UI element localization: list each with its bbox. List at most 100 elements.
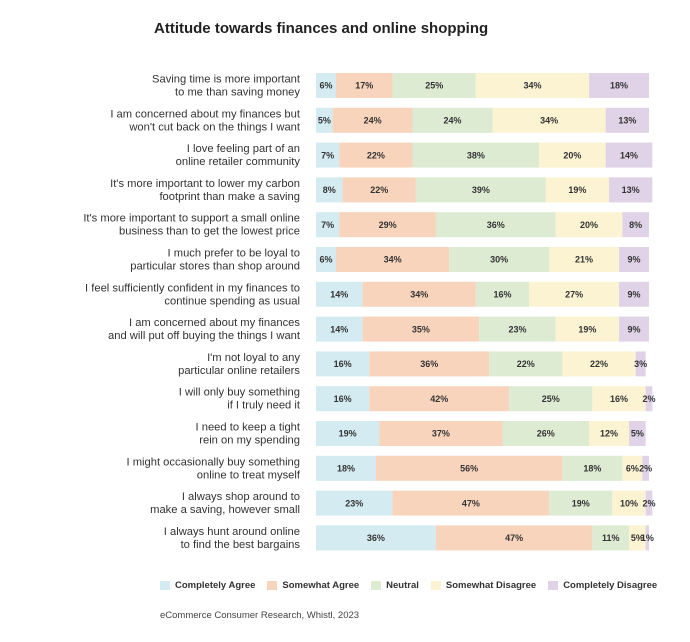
data-label: 1% bbox=[641, 533, 654, 543]
bar-segment bbox=[492, 107, 606, 133]
bar-segment bbox=[562, 455, 623, 481]
bar-segment bbox=[619, 247, 649, 272]
legend: Completely Agree Somewhat Agree Neutral … bbox=[160, 580, 657, 591]
bar-segment bbox=[339, 142, 413, 168]
legend-item-completely-disagree: Completely Disagree bbox=[548, 580, 657, 591]
bar-segment bbox=[316, 351, 370, 377]
data-label: 19% bbox=[572, 498, 590, 508]
legend-label: Completely Disagree bbox=[563, 580, 658, 591]
bar-segment bbox=[629, 421, 646, 446]
legend-item-neutral: Neutral bbox=[371, 580, 419, 591]
data-label: 34% bbox=[540, 116, 558, 126]
data-label: 30% bbox=[490, 255, 508, 265]
data-label: 14% bbox=[330, 324, 348, 334]
data-label: 24% bbox=[444, 116, 462, 126]
data-label: 47% bbox=[462, 498, 480, 508]
data-label: 20% bbox=[580, 220, 598, 230]
data-label: 2% bbox=[642, 394, 655, 404]
stacked-bar-chart: Saving time is more important to me than … bbox=[83, 73, 656, 551]
bar-segment bbox=[316, 386, 370, 412]
bar-segment bbox=[316, 490, 393, 516]
category-label: It's more important to lower my carbon fo… bbox=[110, 178, 300, 203]
bar-segment bbox=[555, 316, 620, 342]
bar-segment bbox=[609, 177, 653, 203]
bar-segment bbox=[555, 212, 623, 238]
data-label: 19% bbox=[568, 185, 586, 195]
legend-item-somewhat-agree: Somewhat Agree bbox=[267, 580, 359, 591]
category-label: I am concerned about my finances but won'… bbox=[110, 108, 301, 133]
legend-label: Somewhat Agree bbox=[282, 580, 360, 591]
category-label: I much prefer to be loyal to particular s… bbox=[130, 248, 300, 273]
bar-segment bbox=[549, 490, 613, 516]
legend-label: Neutral bbox=[386, 580, 419, 591]
category-label: I need to keep a tight rein on my spendin… bbox=[196, 422, 301, 447]
data-label: 36% bbox=[420, 359, 438, 369]
bar-segment bbox=[379, 421, 503, 446]
data-label: 2% bbox=[642, 498, 655, 508]
bar-segment bbox=[316, 107, 333, 133]
data-label: 6% bbox=[626, 464, 639, 474]
chart-title: Attitude towards finances and online sho… bbox=[154, 20, 489, 37]
bar-segment bbox=[589, 73, 649, 98]
bar-segment bbox=[335, 73, 393, 98]
bar-segment bbox=[332, 107, 413, 133]
legend-swatch bbox=[548, 581, 559, 590]
bar-segment bbox=[435, 525, 593, 551]
bar-segment bbox=[449, 247, 550, 272]
data-label: 34% bbox=[384, 255, 402, 265]
data-label: 18% bbox=[337, 464, 355, 474]
data-label: 22% bbox=[590, 359, 608, 369]
bar-segment bbox=[369, 386, 510, 412]
data-label: 16% bbox=[334, 394, 352, 404]
data-label: 20% bbox=[563, 150, 581, 160]
data-label: 10% bbox=[620, 498, 638, 508]
legend-label: Somewhat Disagree bbox=[445, 580, 537, 591]
bar-segment bbox=[435, 212, 556, 238]
bar-segment bbox=[339, 212, 436, 238]
bar-segment bbox=[562, 351, 636, 377]
data-label: 39% bbox=[472, 185, 490, 195]
data-label: 9% bbox=[628, 324, 641, 334]
data-label: 7% bbox=[321, 150, 334, 160]
legend-swatch bbox=[160, 581, 170, 590]
data-label: 18% bbox=[610, 81, 628, 91]
bar-segment bbox=[529, 281, 620, 307]
data-label: 19% bbox=[339, 429, 357, 439]
legend-swatch bbox=[430, 581, 441, 590]
bar-segment bbox=[642, 455, 649, 481]
bar-segment bbox=[629, 525, 646, 551]
legend-swatch bbox=[371, 581, 382, 590]
data-label: 56% bbox=[460, 464, 478, 474]
bar-segment bbox=[316, 177, 343, 203]
bar-segment bbox=[316, 525, 436, 551]
data-label: 16% bbox=[334, 359, 352, 369]
category-label: I feel sufficiently confident in my fina… bbox=[85, 282, 300, 307]
data-label: 5% bbox=[631, 429, 644, 439]
data-label: 36% bbox=[487, 220, 505, 230]
category-label: I'm not loyal to any particular online re… bbox=[178, 352, 300, 377]
bar-segment bbox=[605, 107, 649, 133]
data-label: 8% bbox=[629, 220, 642, 230]
data-label: 16% bbox=[610, 394, 628, 404]
data-label: 6% bbox=[319, 81, 332, 91]
data-label: 2% bbox=[639, 464, 652, 474]
bar-segment bbox=[316, 316, 363, 342]
category-label: Saving time is more important to me than … bbox=[152, 74, 301, 99]
data-label: 42% bbox=[430, 394, 448, 404]
bar-segment bbox=[316, 73, 336, 98]
bar-segment bbox=[415, 177, 546, 203]
data-label: 24% bbox=[364, 116, 382, 126]
bar-segment bbox=[342, 177, 416, 203]
data-label: 11% bbox=[602, 533, 620, 543]
bar-segment bbox=[475, 73, 590, 98]
data-label: 35% bbox=[412, 324, 430, 334]
bar-segment bbox=[316, 247, 336, 272]
data-label: 22% bbox=[367, 150, 385, 160]
bar-segment bbox=[539, 142, 606, 168]
data-label: 14% bbox=[330, 290, 348, 300]
category-label: I always shop around to make a saving, ho… bbox=[150, 491, 300, 516]
bar-segment bbox=[412, 107, 493, 133]
data-label: 47% bbox=[505, 533, 523, 543]
data-label: 26% bbox=[537, 429, 555, 439]
data-label: 34% bbox=[410, 290, 428, 300]
